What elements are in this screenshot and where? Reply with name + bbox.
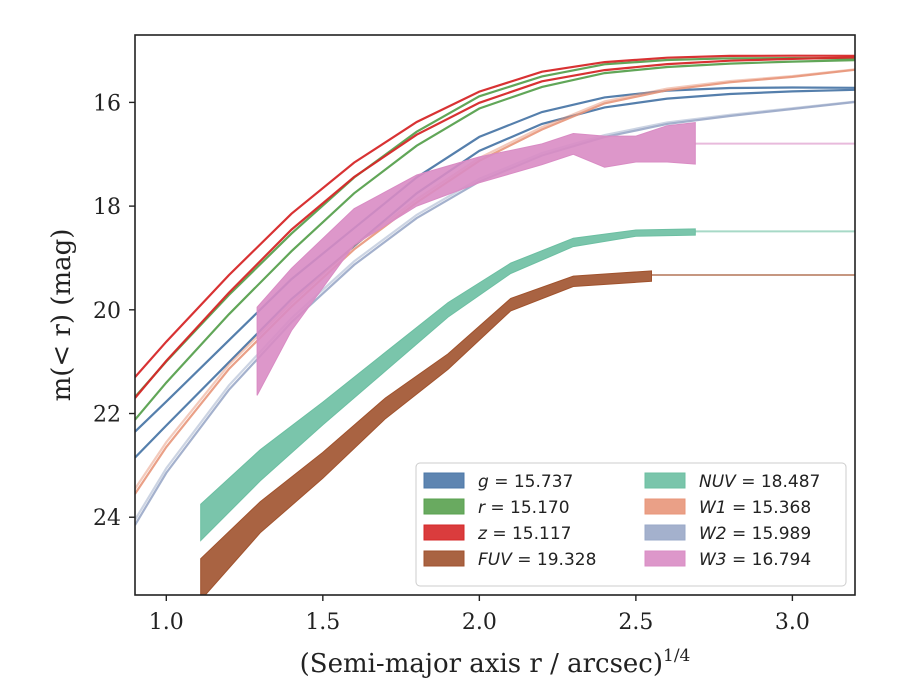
series-fuv [200,270,855,595]
x-axis: 1.0 1.5 2.0 2.5 3.0 [149,595,810,635]
series-line-g-2 [135,88,855,459]
x-tick-label: 1.0 [149,610,184,635]
series-band-w3 [256,122,696,396]
legend-label-r: r = 15.170 [478,498,570,518]
series-line-z-1 [135,54,855,378]
legend-label-w3: W3 = 16.794 [699,550,811,570]
legend-label-z: z = 15.117 [477,524,571,544]
y-tick-label: 22 [93,403,121,428]
series-line-r-2 [135,59,855,421]
legend-label-w1: W1 = 15.368 [699,498,811,518]
x-axis-label: (Semi-major axis r / arcsec)1/4 [300,646,691,679]
legend-swatch-w1 [644,498,686,515]
x-tick-label: 2.0 [462,610,497,635]
legend-swatch-w3 [644,550,686,567]
x-tick-label: 3.0 [775,610,810,635]
legend-label-fuv: FUV = 19.328 [478,550,596,570]
legend-swatch-z [423,524,465,541]
series-line-z-2 [135,56,855,399]
series-band-nuv [200,228,696,542]
legend-label-g: g = 15.737 [478,472,573,492]
legend: g = 15.737 r = 15.170 z = 15.117 FUV = 19.3… [415,462,847,587]
y-axis: 16 18 20 22 24 [93,91,135,531]
x-tick-label: 1.5 [305,610,340,635]
y-axis-label: m(< r) (mag) [47,229,77,402]
legend-swatch-w2 [644,524,686,541]
legend-frame [415,462,847,587]
y-tick-label: 18 [93,195,121,220]
legend-label-w2: W2 = 15.989 [699,524,811,544]
y-tick-label: 16 [93,91,121,116]
series-r [135,56,855,421]
series-nuv [200,228,855,542]
series-w3 [256,122,855,396]
axes-frame [134,34,856,596]
series-line-g-1 [135,86,855,433]
series-line-r-1 [135,56,855,398]
legend-swatch-nuv [644,472,686,489]
legend-swatch-g [423,472,465,489]
legend-swatch-fuv [423,550,465,567]
series-band-fuv [200,270,652,595]
legend-swatch-r [423,498,465,515]
series-g [135,86,855,459]
series-z [135,54,855,399]
y-tick-label: 24 [93,506,121,531]
plot-area [135,54,855,595]
y-tick-label: 20 [93,299,121,324]
x-tick-label: 2.5 [618,610,653,635]
legend-label-nuv: NUV = 18.487 [699,472,820,492]
